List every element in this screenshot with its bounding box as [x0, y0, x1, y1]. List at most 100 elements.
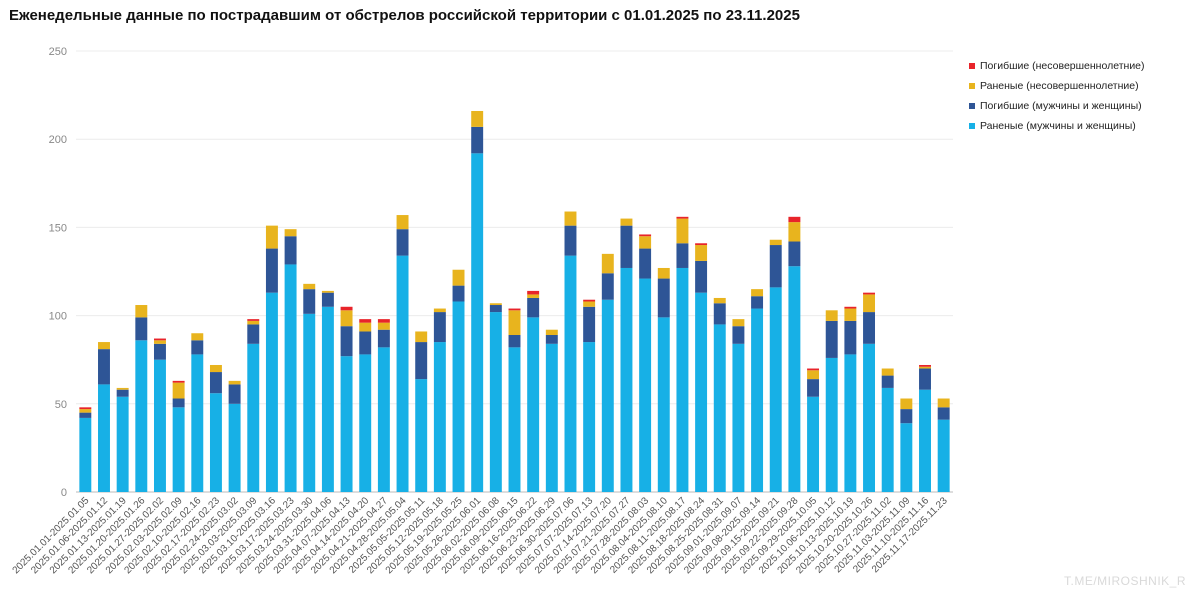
bar-stack — [377, 319, 390, 492]
bar-segment — [98, 342, 110, 350]
bar-segment — [153, 359, 166, 492]
bar-segment — [844, 320, 857, 355]
bar-segment — [601, 299, 614, 492]
bar-segment — [919, 366, 931, 369]
bar-stack — [937, 398, 950, 492]
bar-segment — [676, 216, 689, 219]
bar-segment — [433, 308, 446, 313]
bar-segment — [508, 335, 521, 348]
bar-segment — [676, 267, 689, 492]
bar-segment — [769, 287, 782, 492]
legend-entry: Раненые (мужчины и женщины) — [980, 120, 1136, 132]
y-tick-label: 100 — [49, 311, 67, 323]
bar-segment — [396, 229, 409, 256]
bar-segment — [247, 343, 260, 492]
bar-segment — [359, 319, 372, 323]
bar-segment — [769, 245, 782, 288]
bar-segment — [415, 342, 428, 380]
bar-stack — [620, 218, 633, 492]
bar-segment — [769, 239, 782, 246]
bar-segment — [732, 343, 745, 492]
bar-segment — [732, 319, 745, 327]
bar-segment — [340, 326, 353, 357]
bar-stack — [209, 364, 222, 492]
bar-segment — [788, 222, 801, 242]
bar-segment — [303, 313, 316, 492]
bar-segment — [265, 248, 278, 293]
bar-segment — [881, 375, 894, 388]
bar-segment — [583, 306, 596, 343]
bar-stack — [919, 364, 931, 492]
bar-segment — [919, 389, 931, 492]
bar-segment — [881, 387, 894, 492]
bar-segment — [452, 269, 465, 286]
bar-stack — [545, 329, 558, 492]
bar-segment — [527, 297, 540, 318]
bar-segment — [863, 312, 876, 344]
bar-segment — [825, 310, 838, 321]
bar-segment — [415, 331, 428, 343]
bar-segment — [844, 354, 857, 492]
watermark-text: T.ME/MIROSHNIK_R — [1063, 574, 1186, 588]
bar-segment — [116, 387, 129, 390]
bar-stack — [601, 253, 614, 492]
bar-segment — [583, 301, 596, 307]
bar-segment — [340, 306, 353, 311]
bar-segment — [135, 340, 148, 492]
bar-stack — [228, 380, 241, 492]
bar-segment — [900, 398, 913, 410]
bar-segment — [228, 403, 241, 492]
bar-stack — [116, 387, 129, 492]
bar-segment — [79, 417, 92, 492]
bar-segment — [284, 264, 297, 492]
bar-segment — [807, 396, 820, 492]
bar-stack — [284, 229, 297, 492]
bar-segment — [116, 396, 129, 492]
bar-stack — [639, 234, 652, 492]
bar-segment — [788, 216, 801, 223]
bar-segment — [695, 292, 708, 492]
bar-stack — [172, 380, 185, 492]
bar-stack — [452, 269, 465, 492]
bar-segment — [359, 322, 372, 332]
bar-segment — [545, 329, 558, 336]
bar-segment — [639, 248, 652, 279]
bar-segment — [695, 245, 708, 261]
bar-stack — [153, 338, 166, 492]
bar-segment — [508, 347, 521, 492]
bar-stack — [135, 305, 148, 492]
legend-entry: Раненые (несовершеннолетние) — [980, 80, 1139, 92]
bar-segment — [564, 255, 577, 492]
bar-segment — [825, 320, 838, 358]
bar-stack — [583, 299, 596, 492]
bar-stack — [359, 319, 372, 492]
bar-segment — [452, 285, 465, 302]
y-tick-label: 150 — [49, 222, 67, 234]
bars — [79, 110, 950, 492]
bar-stack — [788, 216, 801, 492]
legend-swatch — [969, 123, 975, 129]
bar-stack — [695, 243, 708, 492]
bar-segment — [359, 354, 372, 492]
bar-segment — [900, 423, 913, 492]
bar-segment — [601, 273, 614, 300]
bar-segment — [172, 382, 185, 399]
bar-segment — [433, 312, 446, 343]
bar-stack — [807, 368, 820, 492]
bar-segment — [247, 319, 260, 321]
bar-segment — [415, 379, 428, 492]
bar-segment — [863, 292, 876, 295]
bar-segment — [247, 324, 260, 344]
bar-segment — [209, 364, 222, 373]
bar-segment — [545, 335, 558, 344]
bar-stack — [751, 289, 764, 492]
bar-segment — [695, 260, 708, 293]
bar-segment — [788, 241, 801, 267]
bar-stack — [676, 216, 689, 492]
bar-segment — [489, 312, 502, 492]
legend-entry: Погибшие (несовершеннолетние) — [980, 60, 1145, 72]
bar-segment — [172, 380, 185, 383]
bar-segment — [284, 236, 297, 265]
bar-segment — [79, 412, 92, 418]
